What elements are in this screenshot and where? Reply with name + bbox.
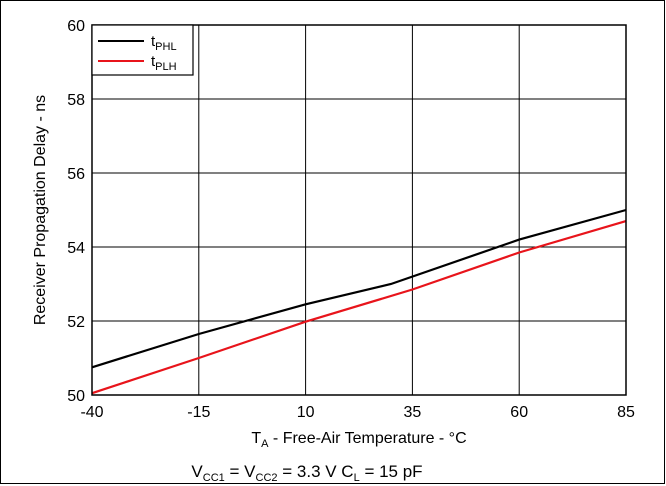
series-lines [91, 208, 627, 395]
x-tick-label: 60 [510, 404, 528, 421]
y-axis-title: Receiver Propagation Delay - ns [32, 95, 49, 325]
legend: tPHL tPLH [91, 24, 194, 76]
series-line-tphl [91, 208, 627, 369]
legend-box [91, 24, 194, 76]
x-tick-label: 35 [404, 404, 422, 421]
legend-label-tplh: tPLH [151, 53, 177, 73]
y-tick-label: 50 [67, 388, 85, 405]
plot-frame [91, 24, 627, 396]
x-tick-label: 85 [617, 404, 635, 421]
series-line-tplh [91, 220, 627, 395]
y-tick-label: 54 [67, 240, 85, 257]
legend-label-tphl: tPHL [151, 33, 177, 53]
x-tick-label: 10 [297, 404, 315, 421]
test-conditions-caption: VCC1 = VCC2 = 3.3 V CL = 15 pF [191, 462, 422, 484]
y-tick-label: 58 [67, 92, 85, 109]
y-tick-labels: 50 52 54 56 58 60 [67, 18, 85, 405]
x-tick-label: -40 [80, 404, 103, 421]
x-axis-title: TA - Free-Air Temperature - °C [251, 430, 466, 450]
grid-lines [91, 24, 627, 396]
x-tick-label: -15 [187, 404, 210, 421]
y-tick-label: 60 [67, 18, 85, 35]
y-tick-label: 56 [67, 166, 85, 183]
y-tick-label: 52 [67, 314, 85, 331]
x-tick-labels: -40 -15 10 35 60 85 [80, 404, 635, 421]
